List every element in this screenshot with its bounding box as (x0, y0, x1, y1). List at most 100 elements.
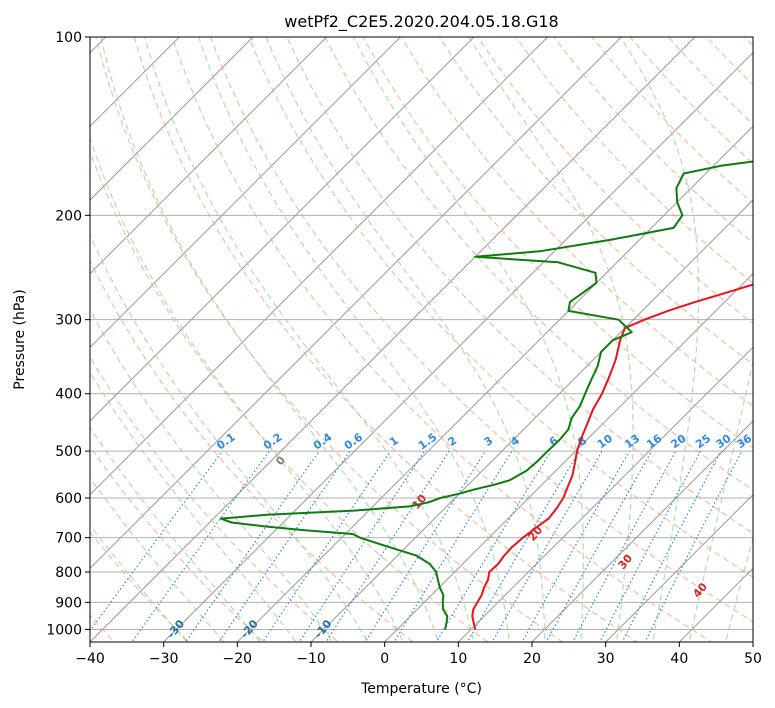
dry-adiabat-line (95, 37, 564, 642)
dry-adiabat-line (286, 37, 753, 534)
dry-adiabat-line (362, 37, 753, 449)
moist-adiabat-line (144, 37, 475, 642)
moist-adiabat-line (90, 308, 333, 642)
moist-adiabat-line (90, 426, 261, 642)
y-tick-label: 700 (55, 531, 82, 547)
mixing-ratio-line (90, 450, 223, 632)
moist-adiabat-label: 0 (273, 453, 288, 467)
plot-frame (89, 36, 754, 643)
isotherm-line (236, 125, 753, 642)
dry-adiabat-line (629, 37, 753, 165)
dry-adiabat-line (705, 37, 753, 86)
dry-adiabat-line (90, 355, 340, 642)
y-tick-label: 600 (55, 491, 82, 507)
isotherm-line (90, 37, 402, 349)
dry-adiabat-line (133, 37, 639, 642)
mixing-ratio-line (466, 450, 580, 642)
x-tick-label: 50 (744, 651, 762, 667)
mixing-ratio-label: 10 (595, 432, 615, 452)
isotherm-line (90, 37, 696, 642)
dry-adiabat-line (171, 37, 713, 642)
y-tick-label: 1000 (46, 622, 82, 638)
dry-adiabat-line (248, 37, 753, 578)
mixing-ratio-label: 0.6 (342, 430, 366, 452)
mixing-ratio-line (435, 450, 552, 642)
mixing-ratio-label: 16 (644, 432, 664, 452)
y-tick-label: 200 (55, 208, 82, 224)
y-tick-label: 500 (55, 444, 82, 460)
moist-adiabat-line (352, 37, 585, 642)
x-tick-label: −20 (223, 651, 253, 667)
mixing-ratio-label: 36 (734, 432, 754, 452)
x-tick-label: −10 (296, 651, 326, 667)
y-tick-label: 800 (55, 565, 82, 581)
dewpoint-profile-line (219, 160, 753, 630)
x-tick-label: 0 (380, 651, 389, 667)
y-axis-title: Pressure (hPa) (12, 289, 28, 389)
chart-title: wetPf2_C2E5.2020.204.05.18.G18 (284, 12, 558, 32)
mixing-ratio-line (491, 450, 603, 642)
x-tick-label: 10 (449, 651, 467, 667)
moist-adiabat-line (688, 357, 753, 642)
dry-adiabat-line (90, 445, 265, 642)
x-axis-title: Temperature (°C) (360, 681, 482, 697)
mixing-ratio-label: 0.1 (214, 431, 237, 453)
isotherm-line (752, 641, 753, 642)
mixing-ratio-layer (90, 450, 743, 642)
mixing-ratio-line (298, 450, 425, 642)
moist-adiabat-line (90, 371, 298, 642)
y-tick-label: 300 (55, 313, 82, 329)
isotherm-line (604, 493, 753, 642)
isotherm-line (90, 37, 623, 570)
mixing-ratio-line (393, 450, 513, 642)
mixing-ratio-line (644, 450, 743, 642)
x-tick-label: 40 (670, 651, 688, 667)
mixing-ratio-label: 1 (387, 434, 401, 449)
y-axis: 100 200 300 400 500 600 700 800 900 1000 (46, 30, 90, 638)
isotherm-line (383, 272, 753, 642)
profile-series-layer (219, 160, 753, 630)
moist-adiabat-line (468, 37, 634, 642)
y-tick-label: 100 (55, 30, 82, 46)
mixing-ratio-line (545, 450, 653, 642)
moist-adiabat-line (90, 524, 189, 642)
mixing-ratio-label: 0.4 (311, 430, 335, 452)
isotherm-layer (0, 10, 753, 654)
mixing-ratio-line (131, 450, 270, 642)
isotherm-line (90, 37, 328, 275)
x-tick-label: −30 (149, 651, 179, 667)
isotherm-line (0, 10, 59, 654)
dry-adiabat-line (756, 10, 775, 654)
mixing-ratio-label: 0.2 (261, 431, 284, 453)
mixing-ratio-line (364, 450, 486, 642)
dry-adiabat-line (400, 37, 753, 407)
isotherm-line (678, 567, 753, 642)
moist-adiabat-line (100, 37, 440, 642)
moist-adiabat-layer (90, 24, 775, 649)
isotherm-line (531, 420, 753, 642)
dry-adiabat-line (591, 37, 753, 204)
moist-adiabat-line (90, 233, 369, 642)
mixing-ratio-line (599, 450, 702, 642)
x-axis: −40 −30 −20 −10 0 10 20 30 40 50 (75, 642, 762, 667)
moist-adiabat-line (265, 37, 546, 642)
dry-adiabat-line (324, 37, 753, 491)
dry-adiabat-line (514, 37, 753, 284)
dry-adiabat-line (438, 37, 753, 366)
mixing-ratio-line (572, 450, 677, 642)
mixing-ratio-line (325, 450, 450, 642)
grid-layer (90, 37, 753, 630)
isotherm-line (457, 346, 753, 642)
dry-adiabat-line (90, 259, 414, 642)
isotherm-line (90, 37, 181, 128)
isotherm-line (310, 199, 753, 642)
mixing-ratio-line (218, 450, 351, 642)
x-tick-label: 30 (597, 651, 615, 667)
moist-adiabat-line (760, 24, 775, 649)
mixing-ratio-label: 25 (693, 432, 713, 451)
y-tick-label: 400 (55, 387, 82, 403)
mixing-ratio-label: 3 (482, 434, 496, 449)
isotherm-line (162, 51, 753, 642)
mixing-ratio-label: 13 (622, 432, 642, 451)
